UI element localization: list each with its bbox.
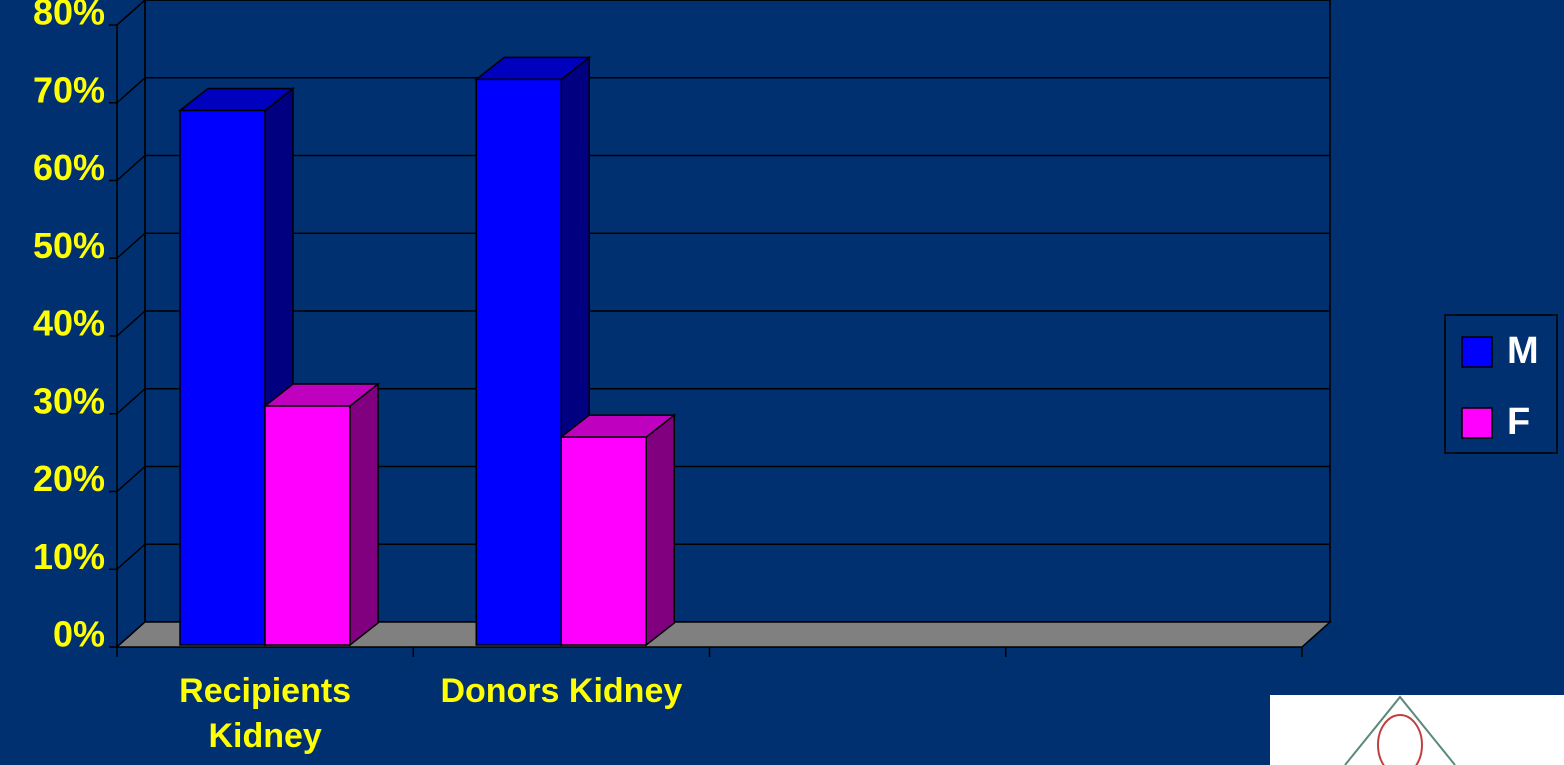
y-tick-label: 20% — [33, 458, 105, 499]
y-tick-label: 60% — [33, 147, 105, 188]
y-tick-label: 50% — [33, 225, 105, 266]
legend-box — [1444, 314, 1558, 454]
bar — [262, 382, 381, 647]
legend-swatch — [1461, 407, 1493, 439]
x-tick-label: Recipients Kidney — [179, 672, 352, 755]
grid-line — [116, 232, 1330, 259]
bar-front — [560, 436, 647, 646]
grid-line — [116, 154, 1330, 182]
grid-line — [116, 543, 1330, 570]
grid-line — [116, 0, 1330, 26]
bar-side — [349, 382, 379, 647]
y-tick-label: 80% — [33, 0, 105, 33]
y-tick-label: 30% — [33, 380, 105, 421]
grid-line — [116, 465, 1330, 493]
floor — [115, 621, 1332, 648]
legend-swatch — [1461, 336, 1493, 368]
bar — [559, 413, 677, 647]
bar-front — [179, 109, 266, 646]
y-tick-label: 70% — [33, 69, 105, 110]
bar-front — [264, 405, 351, 646]
bar — [474, 55, 592, 647]
bar-side — [645, 413, 675, 647]
logo — [1270, 695, 1564, 765]
legend-label: F — [1507, 401, 1530, 443]
grid-line — [116, 77, 1330, 104]
y-tick-label: 40% — [33, 303, 105, 344]
x-tick-label: Donors Kidney — [440, 672, 683, 710]
bar-front — [475, 78, 562, 646]
legend-label: M — [1507, 330, 1539, 372]
grid-line — [116, 388, 1330, 415]
y-tick-label: 10% — [33, 536, 105, 577]
y-tick-label: 0% — [53, 614, 105, 655]
grid-line — [116, 310, 1330, 337]
